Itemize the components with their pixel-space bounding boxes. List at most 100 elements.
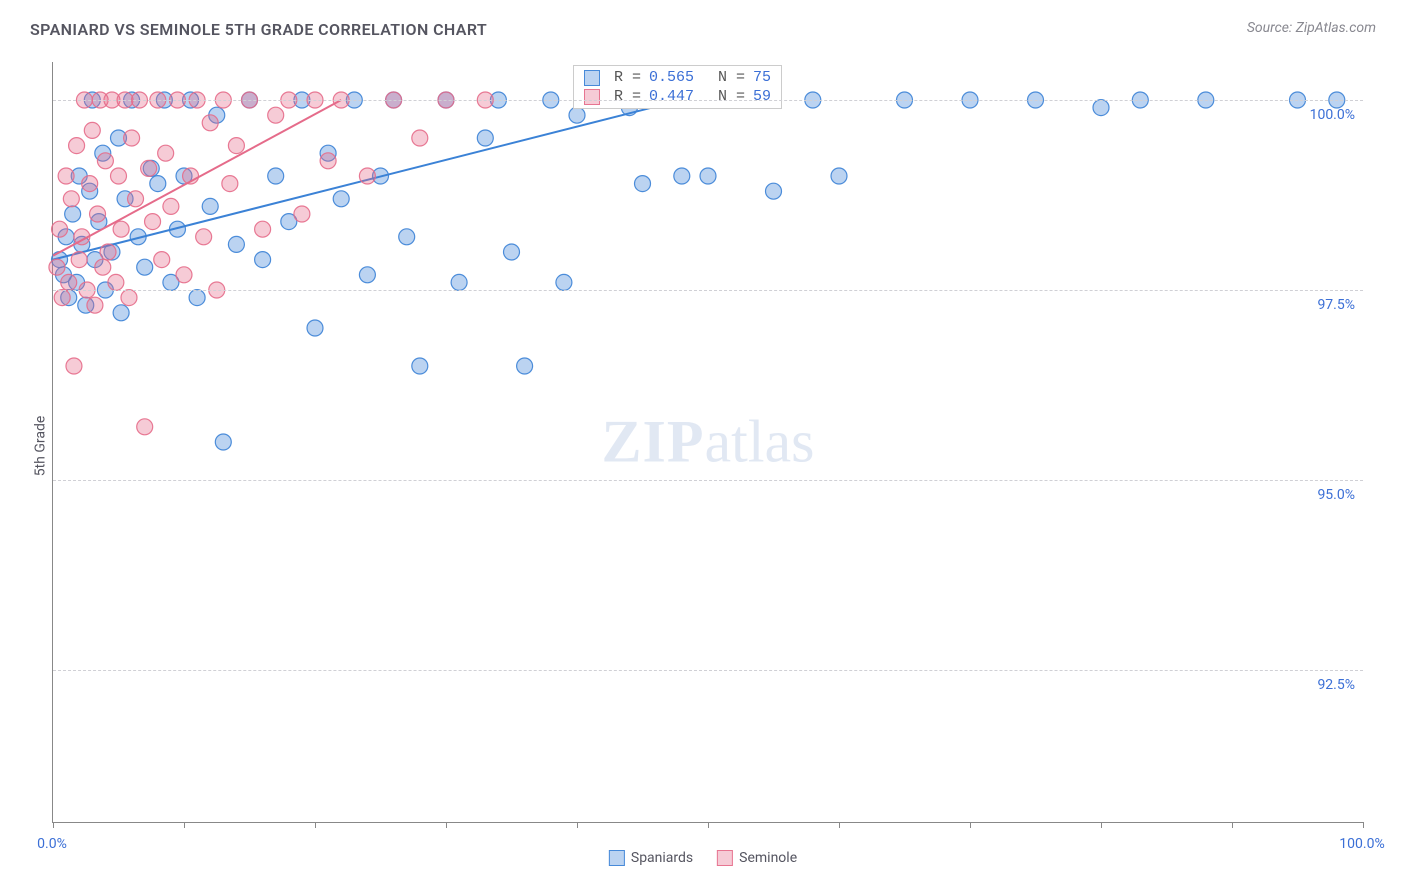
data-point — [412, 358, 428, 374]
n-label: N = — [718, 88, 745, 105]
data-point — [255, 252, 271, 268]
data-point — [359, 267, 375, 283]
data-point — [66, 358, 82, 374]
x-tick — [53, 822, 54, 828]
data-point — [517, 358, 533, 374]
data-point — [228, 138, 244, 154]
data-point — [228, 236, 244, 252]
data-point — [399, 229, 415, 245]
legend-item: Seminole — [717, 850, 797, 866]
data-point — [128, 191, 144, 207]
x-tick — [1232, 822, 1233, 828]
plot-area: ZIPatlas R =0.565N =75R =0.447N =59 92.5… — [52, 62, 1363, 823]
data-point — [58, 168, 74, 184]
data-point — [61, 274, 77, 290]
legend-item: Spaniards — [609, 850, 693, 866]
data-point — [158, 145, 174, 161]
x-tick — [1363, 822, 1364, 828]
x-tick — [577, 822, 578, 828]
gridline — [53, 480, 1363, 481]
data-point — [451, 274, 467, 290]
data-point — [52, 221, 68, 237]
data-point — [320, 153, 336, 169]
chart-header: SPANIARD VS SEMINOLE 5TH GRADE CORRELATI… — [30, 20, 1376, 50]
data-point — [294, 206, 310, 222]
data-point — [87, 297, 103, 313]
x-tick — [970, 822, 971, 828]
legend-swatch — [609, 850, 625, 866]
data-point — [700, 168, 716, 184]
gridline — [53, 290, 1363, 291]
gridline — [53, 670, 1363, 671]
data-point — [84, 122, 100, 138]
data-point — [71, 252, 87, 268]
data-point — [268, 168, 284, 184]
data-point — [215, 434, 231, 450]
legend-row: R = 0.565 N = 75 — [574, 68, 781, 87]
data-point — [635, 176, 651, 192]
correlation-legend: R =0.565N =75R =0.447N =59 — [573, 65, 782, 109]
r-value: 0.447 — [649, 88, 694, 105]
legend-label: Seminole — [739, 850, 797, 866]
data-point — [674, 168, 690, 184]
r-label: R = — [614, 69, 641, 86]
data-point — [141, 160, 157, 176]
legend-swatch — [717, 850, 733, 866]
chart-title: SPANIARD VS SEMINOLE 5TH GRADE CORRELATI… — [30, 20, 487, 39]
data-point — [477, 130, 493, 146]
data-point — [97, 153, 113, 169]
data-point — [766, 183, 782, 199]
r-value: 0.565 — [649, 69, 694, 86]
data-point — [163, 198, 179, 214]
data-point — [359, 168, 375, 184]
x-tick — [1101, 822, 1102, 828]
data-point — [307, 320, 323, 336]
data-point — [412, 130, 428, 146]
data-point — [189, 290, 205, 306]
data-point — [121, 290, 137, 306]
data-point — [108, 274, 124, 290]
data-point — [113, 305, 129, 321]
data-point — [569, 107, 585, 123]
data-point — [154, 252, 170, 268]
data-point — [176, 267, 192, 283]
legend-swatch — [584, 70, 600, 86]
data-point — [145, 214, 161, 230]
x-tick — [184, 822, 185, 828]
data-point — [255, 221, 271, 237]
data-point — [556, 274, 572, 290]
data-point — [202, 198, 218, 214]
data-point — [333, 191, 349, 207]
source-attribution: Source: ZipAtlas.com — [1247, 20, 1376, 36]
y-tick-label: 95.0% — [1317, 487, 1355, 503]
data-point — [150, 176, 166, 192]
data-point — [222, 176, 238, 192]
data-point — [63, 191, 79, 207]
y-tick-label: 92.5% — [1317, 677, 1355, 693]
x-tick-label: 100.0% — [1339, 836, 1384, 852]
data-point — [831, 168, 847, 184]
data-point — [196, 229, 212, 245]
data-point — [124, 130, 140, 146]
data-point — [113, 221, 129, 237]
y-axis-label: 5th Grade — [32, 416, 48, 477]
n-value: 75 — [753, 69, 771, 86]
gridline — [53, 100, 1363, 101]
x-tick — [446, 822, 447, 828]
data-point — [54, 290, 70, 306]
data-point — [95, 259, 111, 275]
legend-label: Spaniards — [631, 850, 693, 866]
data-point — [137, 259, 153, 275]
n-label: N = — [718, 69, 745, 86]
x-tick-label: 0.0% — [37, 836, 67, 852]
y-tick-label: 100.0% — [1310, 107, 1355, 123]
y-tick-label: 97.5% — [1317, 297, 1355, 313]
series-legend: Spaniards Seminole — [609, 850, 797, 866]
data-point — [69, 138, 85, 154]
x-tick — [839, 822, 840, 828]
legend-swatch — [584, 89, 600, 105]
data-point — [90, 206, 106, 222]
data-point — [268, 107, 284, 123]
data-point — [49, 259, 65, 275]
x-tick — [708, 822, 709, 828]
